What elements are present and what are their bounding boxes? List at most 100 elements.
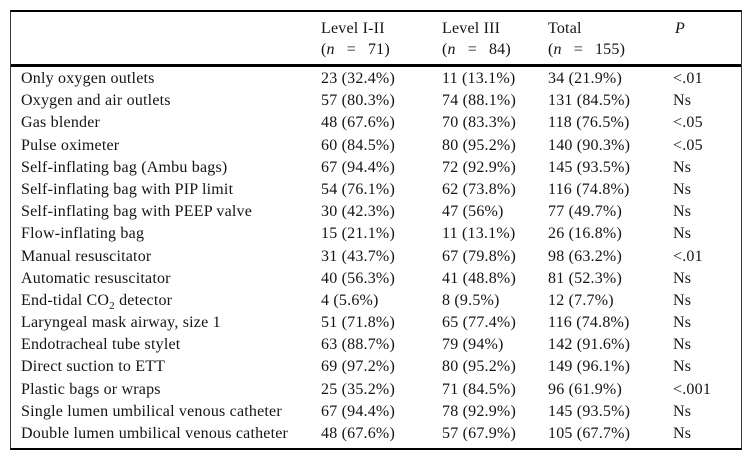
equipment-table: Level I-II (n = 71) Level III ( n = 84) Total… — [10, 10, 742, 451]
cell-level-3: 11 (13.1%) — [442, 70, 516, 87]
row-item-sub: 2 — [109, 299, 115, 312]
cell-level-3: 80 (95.2%) — [442, 358, 516, 376]
row-item-pre: Direct suction to ETT — [21, 358, 166, 376]
n-open: ( — [321, 41, 327, 58]
cell-level-1-2: 51 (71.8%) — [321, 314, 395, 332]
row-item-label: Flow-inflating bag — [11, 223, 321, 245]
header-item-column-spacer — [11, 18, 321, 64]
cell-p: Ns — [673, 180, 692, 198]
cell-p: Ns — [673, 291, 692, 309]
row-item-label: Single lumen umbilical venous catheter — [11, 401, 321, 423]
cell-p: Ns — [673, 269, 692, 287]
table-row: Oxygen and air outlets 57 (80.3%) 74 (88… — [11, 90, 741, 112]
n-value: 155) — [594, 41, 626, 58]
cell-p: <.01 — [673, 70, 703, 87]
table-row: End-tidal CO2 detector 4 (5.6%) 8 (9.5%)… — [11, 290, 741, 312]
row-item-label: Direct suction to ETT — [11, 356, 321, 378]
table-row: Self-inflating bag with PEEP valve 30 (4… — [11, 201, 741, 223]
row-item-label: Automatic resuscitator — [11, 268, 321, 290]
row-item-pre: Double lumen umbilical venous catheter — [21, 425, 289, 442]
row-item-label: Pulse oximeter — [11, 135, 321, 157]
cell-level-3: 80 (95.2%) — [442, 136, 516, 154]
n-symbol: n — [447, 41, 456, 58]
cell-level-3: 41 (48.8%) — [442, 269, 516, 287]
row-item-pre: Oxygen and air outlets — [21, 92, 171, 110]
cell-p: <.01 — [673, 247, 703, 265]
cell-level-3: 67 (79.8%) — [442, 247, 516, 265]
row-item-label: End-tidal CO2 detector — [11, 290, 321, 312]
cell-total: 145 (93.5%) — [548, 158, 631, 176]
cell-level-1-2: 25 (35.2%) — [321, 380, 395, 398]
row-item-pre: Pulse oximeter — [21, 136, 120, 154]
cell-p: Ns — [673, 425, 692, 442]
row-item-pre: Flow-inflating bag — [21, 225, 145, 243]
row-item-label: Self-inflating bag (Ambu bags) — [11, 157, 321, 179]
col-label-level-1-2: Level I-II — [321, 20, 385, 37]
col-label-level-3: Level III — [442, 20, 501, 37]
cell-p: Ns — [673, 314, 692, 332]
cell-level-1-2: 48 (67.6%) — [321, 425, 395, 442]
header-col-p: P — [673, 18, 741, 64]
cell-total: 105 (67.7%) — [548, 425, 631, 442]
table-row: Direct suction to ETT 69 (97.2%) 80 (95.… — [11, 356, 741, 378]
cell-total: 12 (7.7%) — [548, 291, 614, 309]
cell-level-3: 79 (94%) — [442, 336, 504, 354]
cell-total: 131 (84.5%) — [548, 92, 631, 110]
row-item-label: Only oxygen outlets — [11, 68, 321, 90]
row-item-pre: Plastic bags or wraps — [21, 380, 161, 398]
cell-p: Ns — [673, 336, 692, 354]
cell-p: Ns — [673, 358, 692, 376]
table-row: Double lumen umbilical venous catheter 4… — [11, 423, 741, 445]
table-row: Self-inflating bag with PIP limit 54 (76… — [11, 179, 741, 201]
n-value: 71) — [367, 41, 390, 58]
cell-level-3: 78 (92.9%) — [442, 402, 516, 420]
header-col-total: Total (n = 155) — [548, 18, 673, 64]
row-item-label: Manual resuscitator — [11, 246, 321, 268]
table-row: Self-inflating bag (Ambu bags) 67 (94.4%… — [11, 157, 741, 179]
row-item-label: Plastic bags or wraps — [11, 379, 321, 401]
cell-level-3: 72 (92.9%) — [442, 158, 516, 176]
table-row: Only oxygen outlets 23 (32.4%) 11 (13.1%… — [11, 68, 741, 90]
cell-total: 116 (74.8%) — [548, 180, 630, 198]
cell-level-1-2: 54 (76.1%) — [321, 180, 395, 198]
cell-level-1-2: 63 (88.7%) — [321, 336, 395, 354]
cell-total: 26 (16.8%) — [548, 225, 622, 243]
cell-level-1-2: 15 (21.1%) — [321, 225, 395, 243]
cell-p: <.05 — [673, 136, 703, 154]
cell-total: 149 (96.1%) — [548, 358, 631, 376]
col-label-total: Total — [548, 20, 582, 37]
n-equals: = — [467, 41, 477, 58]
row-item-post: detector — [114, 291, 173, 309]
cell-level-1-2: 4 (5.6%) — [321, 291, 379, 309]
row-item-label: Double lumen umbilical venous catheter — [11, 423, 321, 445]
cell-level-3: 70 (83.3%) — [442, 114, 516, 132]
n-equals: = — [573, 41, 583, 58]
n-value: 84) — [488, 41, 511, 58]
cell-level-3: 11 (13.1%) — [442, 225, 516, 243]
row-item-pre: Single lumen umbilical venous catheter — [21, 402, 282, 420]
col-n-line-level-1-2: (n = 71) — [321, 39, 442, 60]
row-item-pre: Only oxygen outlets — [21, 70, 155, 87]
col-n-line-total: (n = 155) — [548, 39, 673, 60]
cell-total: 98 (63.2%) — [548, 247, 622, 265]
cell-total: 34 (21.9%) — [548, 70, 622, 87]
cell-level-3: 74 (88.1%) — [442, 92, 516, 110]
cell-total: 140 (90.3%) — [548, 136, 631, 154]
cell-level-1-2: 48 (67.6%) — [321, 114, 395, 132]
cell-p: <.05 — [673, 114, 703, 132]
cell-level-1-2: 30 (42.3%) — [321, 203, 395, 221]
row-item-pre: Manual resuscitator — [21, 247, 152, 265]
col-n-line-level-3: (n = 84) — [442, 39, 548, 60]
cell-level-3: 8 (9.5%) — [442, 291, 500, 309]
cell-p: Ns — [673, 225, 692, 243]
row-item-pre: Automatic resuscitator — [21, 269, 171, 287]
cell-p: Ns — [673, 203, 692, 221]
cell-level-1-2: 23 (32.4%) — [321, 70, 395, 87]
cell-level-1-2: 57 (80.3%) — [321, 92, 395, 110]
row-item-label: Oxygen and air outlets — [11, 90, 321, 112]
header-col-level-3: Level III (n = 84) — [442, 18, 548, 64]
row-item-pre: Endotracheal tube stylet — [21, 336, 181, 354]
cell-p: Ns — [673, 402, 692, 420]
table-row: Single lumen umbilical venous catheter 6… — [11, 401, 741, 423]
table-row: Endotracheal tube stylet 63 (88.7%) 79 (… — [11, 334, 741, 356]
